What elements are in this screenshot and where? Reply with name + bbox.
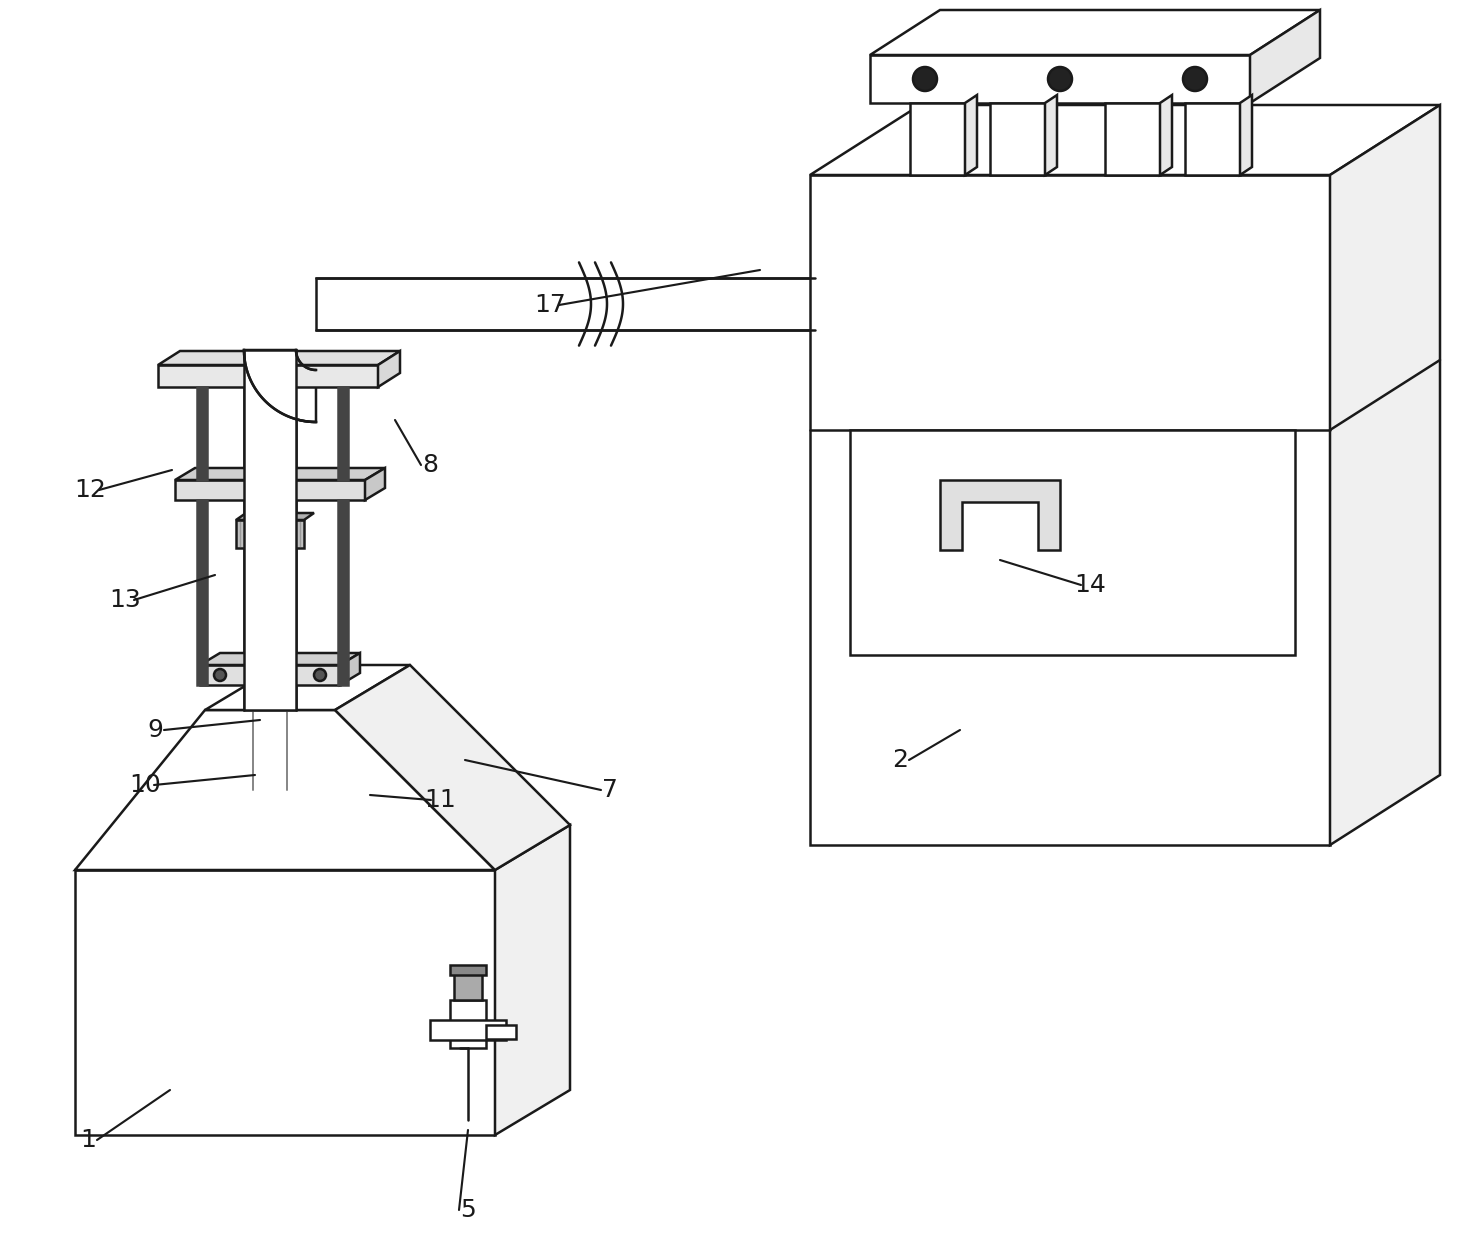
Polygon shape xyxy=(75,825,570,870)
Polygon shape xyxy=(940,480,1061,550)
Text: 8: 8 xyxy=(422,453,438,477)
Bar xyxy=(851,430,1296,656)
Polygon shape xyxy=(1161,95,1172,174)
Bar xyxy=(338,387,348,480)
Polygon shape xyxy=(316,278,815,330)
Bar xyxy=(237,520,304,548)
Bar xyxy=(1185,103,1240,174)
Polygon shape xyxy=(378,351,400,387)
Text: 14: 14 xyxy=(1074,573,1106,597)
Bar xyxy=(430,1021,505,1040)
Polygon shape xyxy=(1044,95,1058,174)
Polygon shape xyxy=(244,350,295,710)
Circle shape xyxy=(214,669,226,682)
Text: 5: 5 xyxy=(460,1197,476,1222)
Bar xyxy=(990,103,1044,174)
Bar xyxy=(75,870,495,1136)
Bar xyxy=(1105,103,1161,174)
Polygon shape xyxy=(335,666,570,870)
Text: 12: 12 xyxy=(73,477,106,502)
Polygon shape xyxy=(200,653,360,666)
Text: 2: 2 xyxy=(892,748,908,772)
Text: 13: 13 xyxy=(109,588,141,612)
Bar xyxy=(909,103,965,174)
Polygon shape xyxy=(965,95,977,174)
Polygon shape xyxy=(175,468,385,480)
Polygon shape xyxy=(339,653,360,685)
Text: 17: 17 xyxy=(535,293,566,317)
Polygon shape xyxy=(495,825,570,1136)
Text: 1: 1 xyxy=(81,1128,95,1152)
Polygon shape xyxy=(364,468,385,500)
Polygon shape xyxy=(206,666,410,710)
Polygon shape xyxy=(1329,105,1440,845)
Text: 7: 7 xyxy=(602,778,618,802)
Bar xyxy=(200,666,339,685)
Text: 9: 9 xyxy=(147,717,163,742)
Bar xyxy=(175,480,364,500)
Polygon shape xyxy=(1250,10,1321,103)
Bar xyxy=(197,387,207,480)
Circle shape xyxy=(314,669,326,682)
Bar xyxy=(486,1025,516,1039)
Bar xyxy=(338,500,348,685)
Polygon shape xyxy=(809,105,1440,174)
Polygon shape xyxy=(244,350,316,422)
Polygon shape xyxy=(870,10,1321,54)
Text: 10: 10 xyxy=(129,773,162,797)
Polygon shape xyxy=(237,513,314,520)
Bar xyxy=(450,999,486,1048)
Bar xyxy=(870,54,1250,103)
Polygon shape xyxy=(1240,95,1252,174)
Circle shape xyxy=(1047,67,1072,92)
Polygon shape xyxy=(159,351,400,365)
Text: 11: 11 xyxy=(425,788,455,811)
Circle shape xyxy=(1183,67,1208,92)
Bar xyxy=(454,970,482,999)
Circle shape xyxy=(914,67,937,92)
Polygon shape xyxy=(75,710,495,870)
Bar xyxy=(450,965,486,975)
Bar xyxy=(197,500,207,685)
Bar xyxy=(809,174,1329,845)
Bar xyxy=(159,365,378,387)
